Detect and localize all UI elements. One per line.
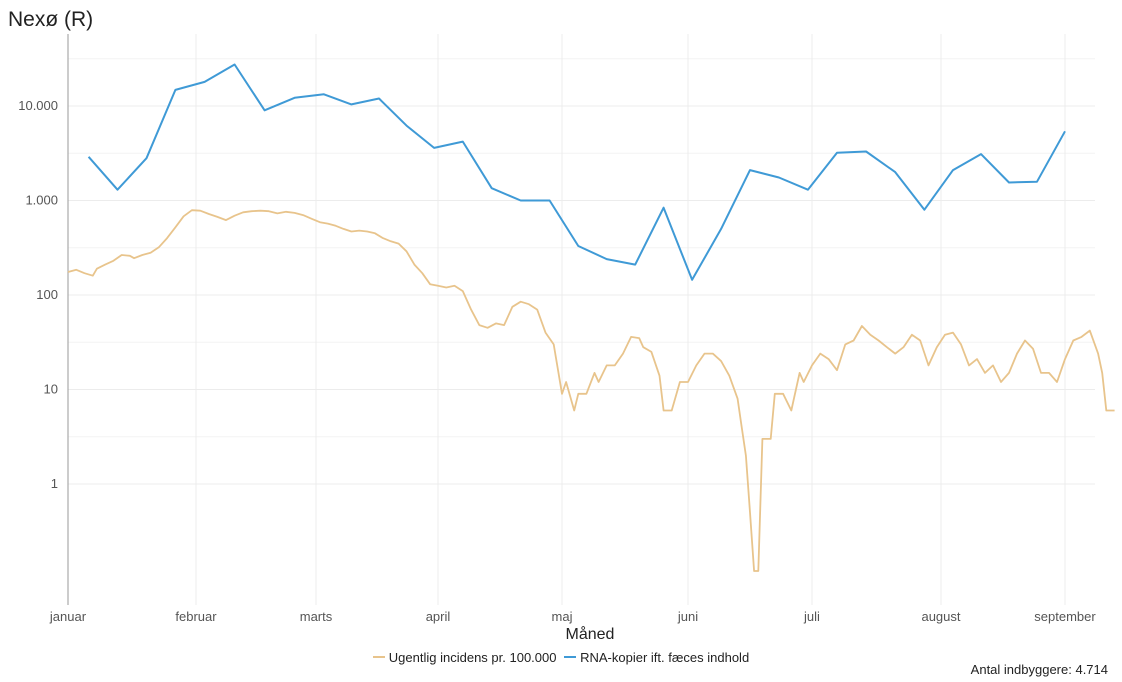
x-axis-title: Måned	[566, 625, 615, 643]
x-tick-label: september	[1034, 609, 1096, 624]
x-tick-label: januar	[49, 609, 87, 624]
x-tick-label: maj	[552, 609, 573, 624]
chart-title: Nexø (R)	[8, 8, 94, 31]
legend-swatch-incidence	[372, 656, 385, 658]
series-line-rna	[87, 63, 1066, 281]
x-tick-label: marts	[300, 609, 333, 624]
legend: Ugentlig incidens pr. 100.000 RNA-kopier…	[0, 646, 1122, 665]
legend-label-incidence: Ugentlig incidens pr. 100.000	[388, 649, 557, 665]
legend-label-rna: RNA-kopier ift. fæces indhold	[580, 649, 750, 665]
series-lines	[67, 63, 1115, 572]
grid-lines	[67, 34, 1095, 605]
y-tick-label: 1.000	[25, 193, 58, 208]
axes: 1 10 100 1.000 10.000 januar februar marts april…	[18, 34, 1096, 624]
x-tick-label: april	[426, 609, 451, 624]
y-tick-label: 10.000	[18, 98, 58, 113]
x-tick-label: februar	[175, 609, 217, 624]
legend-item-incidence: Ugentlig incidens pr. 100.000	[372, 649, 557, 665]
y-tick-label: 10	[44, 382, 58, 397]
y-tick-label: 100	[36, 287, 58, 302]
x-tick-label: juni	[677, 609, 698, 624]
y-tick-label: 1	[51, 476, 58, 491]
legend-item-rna: RNA-kopier ift. fæces indhold	[564, 650, 749, 665]
x-tick-label: juli	[803, 609, 820, 624]
legend-swatch-rna	[564, 656, 577, 658]
x-tick-label: august	[921, 609, 960, 624]
population-note: Antal indbyggere: 4.714	[970, 662, 1108, 677]
series-line-incidence	[67, 209, 1115, 572]
